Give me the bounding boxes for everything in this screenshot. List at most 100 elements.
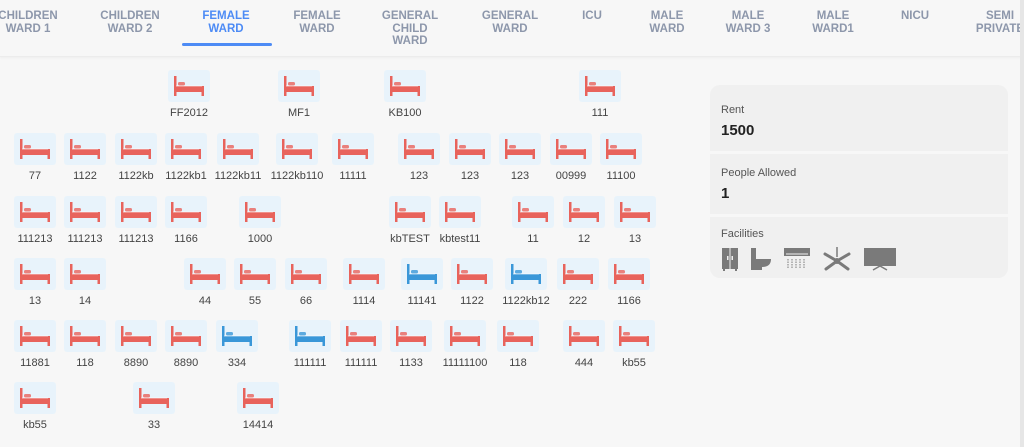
rent-value: 1500 [721,122,755,139]
bed-occupied[interactable]: 1133 [381,320,441,369]
bed-occupied[interactable]: 123 [490,133,550,182]
bed-icon [70,139,100,159]
bed-icon-box [444,320,486,352]
bed-occupied[interactable]: 14 [55,258,115,307]
bed-icon [457,264,487,284]
bed-occupied[interactable]: 1122 [442,258,502,307]
bed-occupied[interactable]: kbTEST [380,196,440,245]
bed-occupied[interactable]: 111 [570,70,630,119]
tab-male-ward[interactable]: MALE WARD [649,10,685,35]
bed-icon-box [216,320,258,352]
bed-occupied[interactable]: 111111 [331,320,391,369]
tab-general-child-ward[interactable]: GENERAL CHILD WARD [381,10,439,47]
bed-icon [171,139,201,159]
bed-occupied[interactable]: 66 [276,258,336,307]
bed-occupied[interactable]: 123 [440,133,500,182]
bed-occupied[interactable]: 11100 [591,133,651,182]
scrollbar-track[interactable] [1020,0,1024,447]
bed-icon-box [115,320,157,352]
bed-number: 14 [78,295,92,307]
bed-occupied[interactable]: 222 [548,258,608,307]
bed-icon [121,139,151,159]
bed-icon [190,264,220,284]
bed-occupied[interactable]: 44 [175,258,235,307]
bed-number: kb55 [622,357,646,369]
tab-female-ward[interactable]: FEMALE WARD [293,10,341,35]
bed-occupied[interactable]: 13 [605,196,665,245]
bed-occupied[interactable]: 1166 [156,196,216,245]
bed-occupied[interactable]: 8890 [156,320,216,369]
bed-icon [174,76,204,96]
bed-occupied[interactable]: 13 [5,258,65,307]
bed-occupied[interactable]: 11 [503,196,563,245]
bed-occupied[interactable]: 1122kb11 [208,133,268,182]
bed-occupied[interactable]: 8890 [106,320,166,369]
bed-occupied[interactable]: 12 [554,196,614,245]
bed-icon-box [289,320,331,352]
tab-nicu[interactable]: NICU [900,10,930,22]
bed-occupied[interactable]: 1166 [599,258,659,307]
bed-occupied[interactable]: 33 [124,382,184,431]
tab-male-ward-3[interactable]: MALE WARD 3 [725,10,771,35]
bed-occupied[interactable]: 1122kb1 [156,133,216,182]
tab-icu[interactable]: ICU [582,10,602,22]
bed-number: 111213 [118,233,154,245]
bed-occupied[interactable]: kbtest11 [430,196,490,245]
bed-occupied[interactable]: 118 [55,320,115,369]
bed-available[interactable]: 1122kb12 [496,258,556,307]
bed-icon [404,139,434,159]
bed-number: 13 [28,295,42,307]
bed-occupied[interactable]: 1114 [334,258,394,307]
bed-occupied[interactable]: 111213 [55,196,115,245]
facilities-list [721,240,997,271]
bed-occupied[interactable]: 1000 [230,196,290,245]
bed-occupied[interactable]: 111213 [5,196,65,245]
bed-icon [245,202,275,222]
tab-female-ward[interactable]: FEMALE WARD [202,10,250,35]
bed-occupied[interactable]: 123 [389,133,449,182]
tab-male-ward1[interactable]: MALE WARD1 [812,10,854,35]
bed-number: 118 [76,357,94,369]
bed-icon [284,76,314,96]
bed-occupied[interactable]: 11111100 [435,320,495,369]
bed-icon-box [600,133,642,165]
people-allowed-label: People Allowed [721,167,797,179]
bed-number: 1122kb1 [165,170,207,182]
bed-occupied[interactable]: 1122 [55,133,115,182]
bed-occupied[interactable]: kb55 [5,382,65,431]
rent-section: Rent 1500 [710,85,1008,154]
bed-icon-box [64,196,106,228]
tab-children-ward-2[interactable]: CHILDREN WARD 2 [100,10,160,35]
bed-occupied[interactable]: FF2012 [159,70,219,119]
bed-occupied[interactable]: 14414 [228,382,288,431]
bed-occupied[interactable]: 00999 [541,133,601,182]
bed-number: 1166 [174,233,198,245]
bed-occupied[interactable]: MF1 [269,70,329,119]
bed-icon-box [563,196,605,228]
bed-icon-box [608,258,650,290]
bed-occupied[interactable]: 77 [5,133,65,182]
tab-general-ward[interactable]: GENERAL WARD [481,10,539,35]
bed-number: 11100 [606,170,636,182]
bed-icon-box [115,133,157,165]
tab-semi-private[interactable]: SEMI PRIVATE [975,10,1024,35]
bed-icon-box [613,320,655,352]
bed-occupied[interactable]: 11111 [323,133,383,182]
bed-occupied[interactable]: 11881 [5,320,65,369]
bed-occupied[interactable]: 111213 [106,196,166,245]
bed-occupied[interactable]: 1122kb110 [267,133,327,182]
bed-icon [240,264,270,284]
bed-occupied[interactable]: 1122kb [106,133,166,182]
bed-available[interactable]: 334 [207,320,267,369]
bed-icon [556,139,586,159]
bed-available[interactable]: 11141 [392,258,452,307]
bed-icon [450,326,480,346]
bed-icon [346,326,376,346]
bed-occupied[interactable]: kb55 [604,320,664,369]
bed-available[interactable]: 111111 [280,320,340,369]
bed-occupied[interactable]: 444 [554,320,614,369]
tab-children-ward-1[interactable]: CHILDREN WARD 1 [0,10,58,35]
bed-occupied[interactable]: KB100 [375,70,435,119]
bed-occupied[interactable]: 118 [488,320,548,369]
bed-occupied[interactable]: 55 [225,258,285,307]
